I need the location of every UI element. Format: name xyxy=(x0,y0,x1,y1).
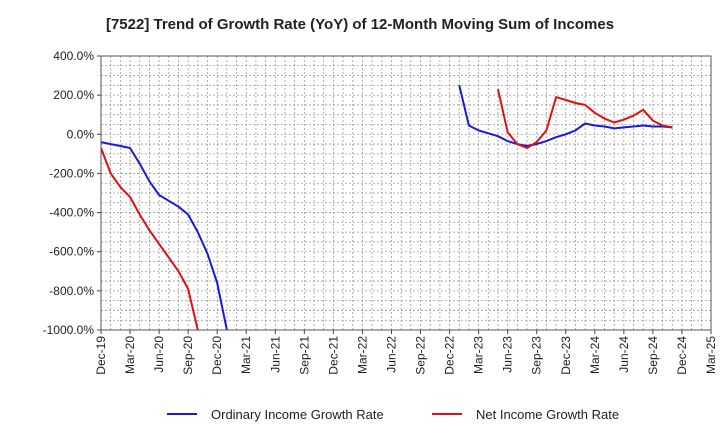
x-tick-label: Sep-24 xyxy=(646,336,660,375)
x-tick-label: Dec-21 xyxy=(326,336,340,375)
x-tick-label: Jun-20 xyxy=(152,336,166,373)
x-tick-label: Dec-20 xyxy=(210,336,224,375)
series-line-net-income xyxy=(101,147,199,331)
x-tick-label: Dec-23 xyxy=(559,336,573,375)
plot-frame xyxy=(100,55,712,331)
y-tick-label: -800.0% xyxy=(49,284,94,298)
x-tick-label: Mar-24 xyxy=(588,336,602,374)
series-line-ordinary-income xyxy=(101,141,228,331)
x-tick-label: Jun-24 xyxy=(617,336,631,373)
x-tick-label: Mar-20 xyxy=(123,336,137,374)
x-tick-label: Dec-19 xyxy=(94,336,108,375)
x-tick-label: Mar-21 xyxy=(239,336,253,374)
x-tick-label: Jun-22 xyxy=(384,336,398,373)
x-tick-label: Mar-22 xyxy=(355,336,369,374)
x-tick-label: Jun-21 xyxy=(268,336,282,373)
x-tick-label: Jun-23 xyxy=(501,336,515,373)
legend-label: Net Income Growth Rate xyxy=(476,407,619,422)
y-tick-label: 200.0% xyxy=(53,88,94,102)
x-tick-label: Mar-23 xyxy=(472,336,486,374)
chart-title: [7522] Trend of Growth Rate (YoY) of 12-… xyxy=(105,16,615,33)
y-tick-label: 400.0% xyxy=(53,49,94,63)
series-line-ordinary-income xyxy=(458,85,673,147)
x-tick-label: Mar-25 xyxy=(704,336,718,374)
y-tick-label: -200.0% xyxy=(49,166,94,180)
x-tick-label: Sep-22 xyxy=(414,336,428,375)
y-tick-label: -400.0% xyxy=(49,206,94,220)
series-line-net-income xyxy=(497,89,673,149)
y-tick-label: -600.0% xyxy=(49,245,94,259)
legend-label: Ordinary Income Growth Rate xyxy=(211,407,384,422)
x-tick-label: Sep-23 xyxy=(530,336,544,375)
x-tick-label: Dec-22 xyxy=(443,336,457,375)
x-tick-label: Dec-24 xyxy=(675,336,689,375)
y-tick-label: 0.0% xyxy=(67,127,95,141)
x-tick-label: Sep-20 xyxy=(181,336,195,375)
y-tick-label: -1000.0% xyxy=(43,323,95,337)
x-tick-label: Sep-21 xyxy=(297,336,311,375)
